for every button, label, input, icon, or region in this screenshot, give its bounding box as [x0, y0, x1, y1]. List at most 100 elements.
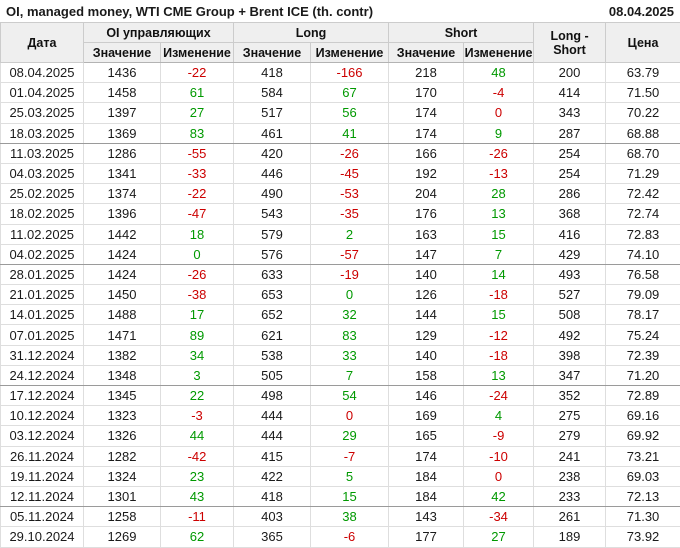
cell-long-short: 368	[533, 203, 607, 225]
cell-short-change: 14	[463, 263, 535, 286]
cell-short-value: 169	[388, 405, 465, 427]
cell-price: 72.83	[605, 223, 680, 245]
table-row: 14.01.2025 1488 17 652 32 144 15 508 78.…	[0, 304, 680, 326]
cell-oi-value: 1301	[83, 485, 161, 508]
cell-short-change: 7	[463, 243, 535, 265]
page-title: OI, managed money, WTI CME Group + Brent…	[6, 4, 374, 19]
cell-oi-change: 3	[160, 364, 234, 387]
table-row: 19.11.2024 1324 23 422 5 184 0 238 69.03	[0, 465, 680, 487]
cell-short-value: 192	[388, 162, 465, 185]
cell-oi-change: 18	[160, 223, 234, 245]
cell-short-value: 177	[388, 526, 465, 548]
cell-price: 73.92	[605, 526, 680, 548]
table-row: 28.01.2025 1424 -26 633 -19 140 14 493 7…	[0, 263, 680, 286]
cell-date: 19.11.2024	[0, 465, 84, 487]
cell-date: 26.11.2024	[0, 445, 84, 467]
cell-short-change: -24	[463, 384, 535, 407]
cell-short-value: 163	[388, 223, 465, 245]
cell-date: 25.03.2025	[0, 102, 84, 124]
cell-short-value: 176	[388, 203, 465, 225]
header-long-short: Long - Short	[533, 22, 607, 63]
cell-long-value: 543	[233, 203, 311, 225]
cell-date: 21.01.2025	[0, 284, 84, 306]
cell-oi-value: 1323	[83, 405, 161, 427]
table-row: 21.01.2025 1450 -38 653 0 126 -18 527 79…	[0, 284, 680, 306]
cot-table: Дата OI управляющих Long Short Long - Sh…	[0, 22, 680, 548]
cell-short-value: 184	[388, 465, 465, 487]
cell-short-change: 15	[463, 304, 535, 326]
cell-price: 78.17	[605, 304, 680, 326]
header-short-value: Значение	[388, 42, 465, 63]
table-row: 05.11.2024 1258 -11 403 38 143 -34 261 7…	[0, 506, 680, 528]
cell-oi-value: 1424	[83, 243, 161, 265]
cell-date: 24.12.2024	[0, 364, 84, 387]
cell-long-value: 538	[233, 344, 311, 366]
cell-date: 10.12.2024	[0, 405, 84, 427]
cell-long-change: 83	[309, 324, 390, 346]
cell-long-change: 0	[309, 284, 390, 306]
cell-oi-value: 1450	[83, 284, 161, 306]
header-oi-change: Изменение	[160, 42, 234, 63]
table-row: 10.12.2024 1323 -3 444 0 169 4 275 69.16	[0, 405, 680, 427]
cell-long-short: 286	[533, 183, 607, 205]
cell-long-short: 241	[533, 445, 607, 467]
cell-long-short: 508	[533, 304, 607, 326]
cell-long-change: 54	[309, 384, 390, 407]
cell-oi-change: 89	[160, 324, 234, 346]
table-row: 03.12.2024 1326 44 444 29 165 -9 279 69.…	[0, 425, 680, 447]
cell-oi-value: 1324	[83, 465, 161, 487]
title-bar: OI, managed money, WTI CME Group + Brent…	[0, 0, 680, 22]
cell-price: 69.16	[605, 405, 680, 427]
cell-short-change: 9	[463, 122, 535, 144]
cell-short-value: 129	[388, 324, 465, 346]
cell-price: 74.10	[605, 243, 680, 265]
cell-oi-value: 1286	[83, 142, 161, 164]
cell-short-value: 126	[388, 284, 465, 306]
cell-long-value: 365	[233, 526, 311, 548]
cell-long-change: 38	[309, 506, 390, 528]
cell-oi-change: 62	[160, 526, 234, 548]
cell-long-short: 414	[533, 82, 607, 104]
cell-oi-value: 1282	[83, 445, 161, 467]
cell-oi-value: 1424	[83, 263, 161, 286]
cell-short-value: 174	[388, 445, 465, 467]
cell-long-change: -35	[309, 203, 390, 225]
table-row: 11.02.2025 1442 18 579 2 163 15 416 72.8…	[0, 223, 680, 245]
cell-oi-value: 1436	[83, 61, 161, 84]
cell-long-value: 490	[233, 183, 311, 205]
cell-oi-change: -11	[160, 506, 234, 528]
cell-long-value: 446	[233, 162, 311, 185]
cell-date: 18.03.2025	[0, 122, 84, 144]
cell-short-value: 143	[388, 506, 465, 528]
cell-oi-value: 1326	[83, 425, 161, 447]
cell-long-change: 29	[309, 425, 390, 447]
cell-long-change: -166	[309, 61, 390, 84]
header-long-change: Изменение	[309, 42, 390, 63]
cell-oi-value: 1369	[83, 122, 161, 144]
cell-oi-change: -38	[160, 284, 234, 306]
cell-long-change: 56	[309, 102, 390, 124]
cell-long-short: 527	[533, 284, 607, 306]
cell-date: 18.02.2025	[0, 203, 84, 225]
cell-short-value: 144	[388, 304, 465, 326]
cell-oi-value: 1488	[83, 304, 161, 326]
table-row: 18.02.2025 1396 -47 543 -35 176 13 368 7…	[0, 203, 680, 225]
cell-oi-value: 1258	[83, 506, 161, 528]
cell-oi-value: 1382	[83, 344, 161, 366]
cell-long-value: 633	[233, 263, 311, 286]
header-short-change: Изменение	[463, 42, 535, 63]
table-row: 31.12.2024 1382 34 538 33 140 -18 398 72…	[0, 344, 680, 366]
cell-price: 70.22	[605, 102, 680, 124]
cell-short-change: -13	[463, 162, 535, 185]
cell-oi-change: 43	[160, 485, 234, 508]
cell-date: 25.02.2025	[0, 183, 84, 205]
cell-short-change: 0	[463, 102, 535, 124]
cell-long-change: -19	[309, 263, 390, 286]
cell-price: 71.50	[605, 82, 680, 104]
cell-oi-value: 1341	[83, 162, 161, 185]
cell-long-short: 254	[533, 162, 607, 185]
cell-long-change: 33	[309, 344, 390, 366]
table-row: 25.03.2025 1397 27 517 56 174 0 343 70.2…	[0, 102, 680, 124]
cell-oi-change: 22	[160, 384, 234, 407]
cell-short-change: -18	[463, 284, 535, 306]
